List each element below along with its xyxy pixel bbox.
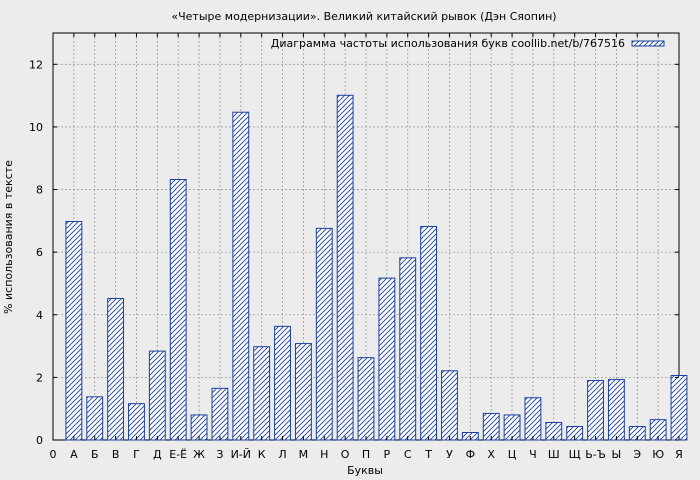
bar: М: 3.08	[294, 343, 312, 441]
x-tick-label: У	[446, 448, 453, 461]
x-tick-label: Т	[424, 448, 432, 461]
y-tick-label: 8	[36, 184, 43, 197]
bar-series: А: 6.98Б: 1.38В: 4.52Г: 1.16Д: 2.84Е-Ё: …	[65, 94, 688, 441]
x-tick-label: Р	[384, 448, 391, 461]
y-tick-label: 0	[36, 434, 43, 447]
legend: Диаграмма частоты использования букв coo…	[271, 37, 665, 50]
x-tick-label: Л	[278, 448, 286, 461]
x-tick-label: Б	[91, 448, 99, 461]
x-tick-label: З	[216, 448, 223, 461]
x-axis-label: Буквы	[347, 464, 383, 477]
x-tick-label: Ч	[529, 448, 537, 461]
y-tick-label: 12	[29, 58, 43, 71]
x-tick-label: Ы	[612, 448, 622, 461]
bar: Ь-Ъ: 1.9	[587, 380, 604, 441]
x-tick-label: Е-Ё	[169, 448, 187, 461]
bar: Н: 6.76	[315, 227, 333, 441]
x-tick-label: Н	[320, 448, 328, 461]
x-tick-label: Ш	[548, 448, 560, 461]
x-tick-label: Ф	[466, 448, 475, 461]
bar: К: 2.98	[253, 346, 271, 441]
bar: В: 4.52	[107, 297, 125, 441]
legend-label: Диаграмма частоты использования букв coo…	[271, 37, 625, 50]
x-tick-label: И-Й	[231, 448, 251, 461]
x-tick-label: Ю	[652, 448, 664, 461]
bar: А: 6.98	[65, 220, 83, 441]
legend-swatch	[631, 40, 665, 47]
bar: Е-Ё: 8.32	[169, 179, 187, 441]
bar: П: 2.63	[357, 357, 375, 441]
x-tick-label: 0	[50, 448, 57, 461]
y-tick-label: 4	[36, 309, 43, 322]
x-tick-label: П	[362, 448, 370, 461]
y-tick-label: 6	[36, 246, 43, 259]
x-tick-label: В	[112, 448, 120, 461]
x-tick-label: Д	[153, 448, 162, 461]
x-tick-label: М	[299, 448, 309, 461]
bar: Т: 6.82	[420, 225, 438, 441]
y-tick-label: 10	[29, 121, 43, 134]
bar: З: 1.65	[211, 387, 229, 441]
bar: Л: 3.63	[274, 325, 291, 441]
x-tick-label: Щ	[569, 448, 581, 461]
x-tick-label: Ь-Ъ	[585, 448, 606, 461]
x-tick-label: Ц	[508, 448, 517, 461]
bar: У: 2.21	[441, 370, 458, 441]
x-tick-label: Э	[633, 448, 641, 461]
x-tick-label: О	[341, 448, 350, 461]
bar: Я: 2.06	[670, 375, 688, 441]
x-tick-label: К	[258, 448, 266, 461]
y-axis-ticks: 0 2 4 6 8 10 12	[29, 58, 679, 447]
x-tick-label: Х	[487, 448, 495, 461]
bar: Д: 2.84	[148, 350, 166, 441]
y-axis-label: % использования в тексте	[2, 160, 15, 314]
bar: О: 11.01	[336, 94, 354, 441]
x-tick-label: А	[70, 448, 78, 461]
bar: Б: 1.38	[86, 396, 104, 441]
bar: Г: 1.16	[128, 403, 145, 441]
bar: Ы: 1.93	[607, 379, 625, 441]
bar: Ч: 1.35	[524, 397, 542, 441]
x-tick-label: Ж	[193, 448, 205, 461]
bar: Р: 5.17	[378, 277, 396, 441]
x-tick-label: С	[404, 448, 412, 461]
bar: И-Й: 10.47	[232, 111, 250, 441]
bar: С: 5.82	[399, 257, 417, 441]
x-axis-ticks: 0 А Б В Г Д Е-Ё Ж З И-Й К Л М Н О П Р С Т У Ф Х Ц Ч Ш Щ Ь-Ъ Ы Э Ю Я	[50, 33, 683, 461]
x-tick-label: Г	[133, 448, 140, 461]
y-tick-label: 2	[36, 371, 43, 384]
x-tick-label: Я	[675, 448, 683, 461]
chart-title: «Четыре модернизации». Великий китайский…	[171, 10, 556, 23]
